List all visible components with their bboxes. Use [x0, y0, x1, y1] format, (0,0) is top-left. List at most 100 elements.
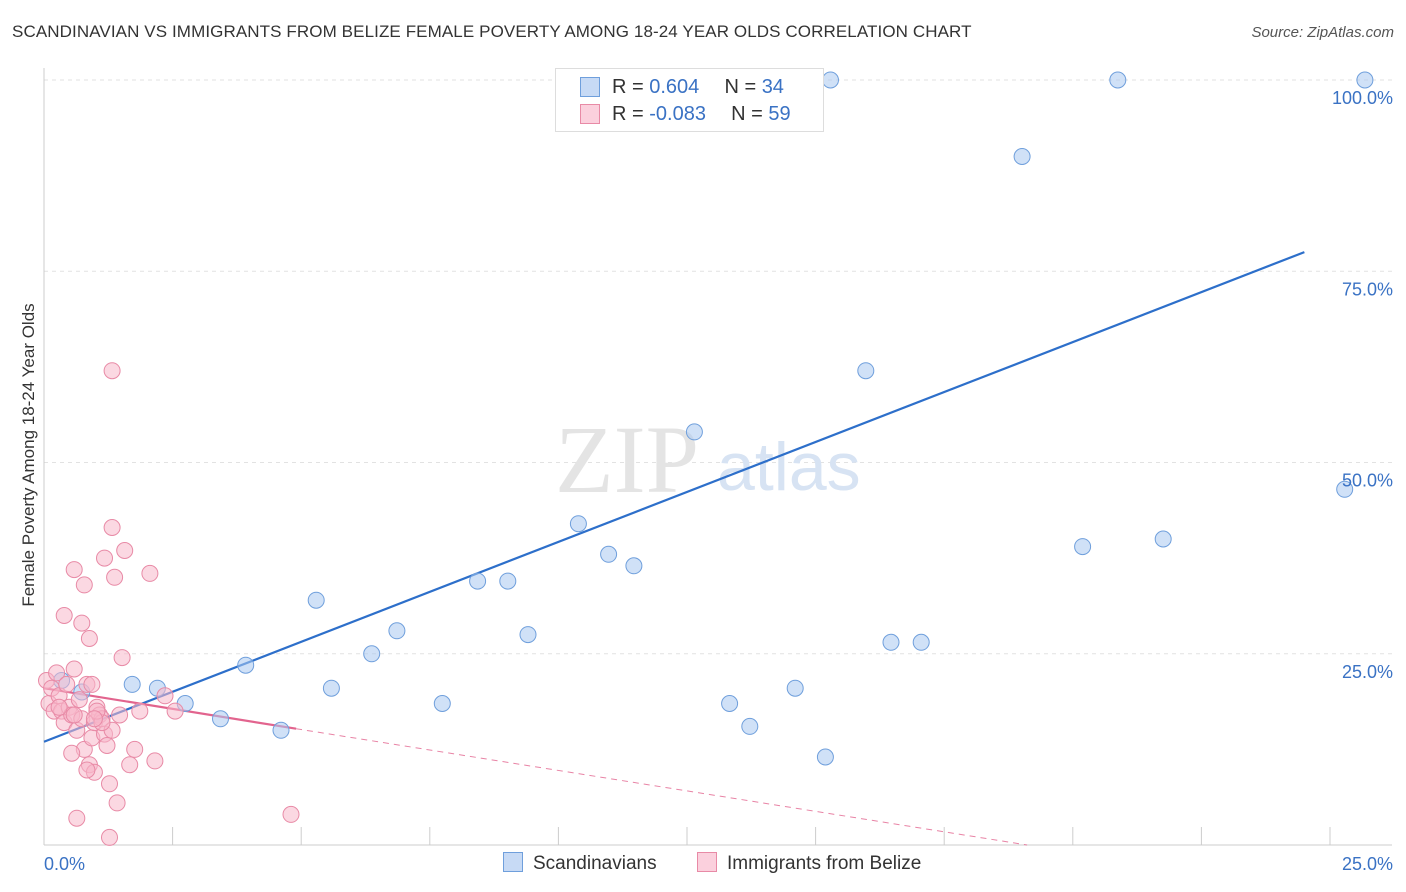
belize-point-25: [101, 775, 118, 793]
scandinavians-point-14: [499, 572, 517, 590]
belize-point-34: [131, 702, 149, 720]
scandinavians-point-27: [822, 71, 839, 89]
belize-point-36: [146, 752, 164, 770]
belize-point-57: [85, 710, 103, 728]
scandinavians-point-17: [600, 545, 618, 563]
scandinavians-point-32: [1336, 480, 1354, 498]
belize-point-46: [103, 362, 121, 380]
scandinavians-point-22: [786, 679, 804, 697]
belize-point-29: [111, 706, 129, 724]
belize-point-39: [65, 561, 83, 579]
scandinavians-point-25: [882, 633, 900, 651]
stats-legend: R = 0.604 N = 34 R = -0.083 N = 59: [555, 68, 824, 132]
scandinavians-point-24: [857, 362, 875, 380]
scandinavians-point-7: [272, 721, 290, 739]
scandinavians-point-20: [721, 695, 739, 712]
watermark-zip: ZIP: [555, 406, 699, 513]
x-tick-label-0: 0.0%: [44, 854, 85, 874]
belize-point-42: [73, 614, 91, 632]
belize-trend-extrapolation: [295, 728, 1028, 846]
scandinavians-point-2: [123, 675, 141, 693]
scandinavians-point-30: [1109, 71, 1127, 89]
chart-title: SCANDINAVIAN VS IMMIGRANTS FROM BELIZE F…: [12, 22, 972, 41]
tick-labels: 25.0% 50.0% 75.0% 100.0% 0.0% 25.0%: [44, 88, 1393, 874]
scandinavians-point-6: [237, 656, 255, 674]
scandinavians-point-12: [433, 695, 451, 712]
belize-point-58: [65, 706, 83, 724]
scandinavians-point-8: [307, 591, 325, 609]
legend-label-scandinavians: Scandinavians: [533, 853, 657, 874]
scandinavians-point-5: [212, 710, 229, 728]
scandinavians-point-18: [625, 557, 643, 575]
legend-r-label: R =: [612, 76, 650, 98]
belize-point-31: [116, 542, 134, 559]
belize-point-27: [106, 568, 124, 586]
watermark-atlas: atlas: [717, 429, 861, 505]
x-tick-label-1: 25.0%: [1342, 854, 1393, 874]
scandinavians-point-33: [1356, 71, 1374, 89]
legend-n-label: N =: [724, 76, 762, 98]
scandinavians-point-16: [569, 515, 587, 533]
data-points: [38, 71, 1374, 846]
scandinavians-point-15: [519, 626, 537, 644]
legend-swatch-scandinavians: [580, 77, 600, 97]
watermark: ZIP atlas: [555, 406, 861, 513]
legend-r-label: R =: [612, 103, 650, 125]
belize-point-53: [78, 761, 96, 779]
bottom-legend-belize: Immigrants from Belize: [697, 852, 921, 875]
scandinavians-point-9: [322, 679, 340, 697]
y-tick-label-0: 25.0%: [1342, 662, 1393, 682]
legend-r-value: 0.604: [649, 76, 700, 98]
belize-point-4: [48, 664, 66, 682]
belize-point-24: [98, 737, 116, 754]
legend-label-belize: Immigrants from Belize: [727, 853, 922, 874]
legend-n-value: 59: [768, 103, 791, 125]
belize-point-52: [63, 744, 81, 762]
belize-point-32: [121, 756, 139, 774]
belize-point-51: [50, 698, 68, 716]
belize-point-47: [83, 675, 101, 693]
legend-r-value: -0.083: [649, 103, 706, 125]
scandinavians-point-23: [816, 748, 834, 766]
belize-point-55: [101, 828, 118, 846]
belize-point-43: [80, 630, 98, 647]
trend-lines: [43, 251, 1305, 846]
scandinavians-point-13: [469, 572, 487, 590]
belize-point-35: [141, 564, 159, 582]
scandinavians-point-19: [685, 423, 703, 441]
belize-point-56: [282, 805, 300, 823]
source-label: Source: ZipAtlas.com: [1251, 24, 1394, 41]
scandinavians-point-28: [1013, 148, 1031, 165]
axes: [43, 68, 1392, 846]
scandinavians-point-21: [741, 717, 759, 735]
scandinavians-trend-line: [43, 251, 1305, 743]
scandinavians-point-26: [912, 633, 930, 651]
scandinavians-point-10: [363, 645, 381, 663]
y-axis-label: Female Poverty Among 18-24 Year Olds: [19, 303, 38, 606]
gridlines: [44, 79, 1392, 655]
belize-point-37: [156, 687, 174, 705]
y-tick-label-1: 50.0%: [1342, 471, 1393, 491]
belize-point-30: [113, 649, 131, 667]
belize-point-44: [96, 549, 113, 567]
belize-point-50: [68, 809, 86, 827]
belize-point-45: [103, 519, 121, 536]
bottom-legend-scandinavians: Scandinavians: [503, 852, 657, 875]
legend-swatch-scandinavians: [503, 852, 523, 872]
legend-n-label: N =: [731, 103, 769, 125]
y-tick-label-2: 75.0%: [1342, 279, 1393, 299]
belize-point-38: [166, 702, 184, 720]
legend-n-value: 34: [761, 76, 784, 98]
belize-point-11: [65, 660, 83, 678]
scandinavians-point-31: [1154, 530, 1172, 548]
belize-point-8: [58, 675, 76, 693]
legend-swatch-belize: [697, 852, 717, 872]
belize-point-40: [55, 607, 73, 624]
belize-point-13: [70, 691, 88, 709]
legend-swatch-belize: [580, 104, 600, 124]
scandinavians-point-11: [388, 622, 406, 640]
belize-point-33: [126, 740, 144, 758]
y-tick-label-3: 100.0%: [1332, 88, 1393, 108]
scandinavians-point-29: [1074, 538, 1092, 556]
